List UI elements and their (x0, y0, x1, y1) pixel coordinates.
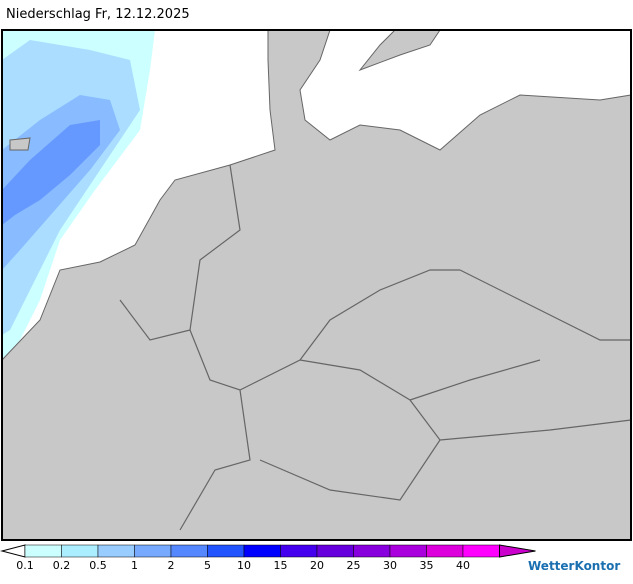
borders (119, 164, 632, 531)
land (1, 29, 632, 541)
legend-swatch (389, 544, 427, 558)
legend-swatch (134, 544, 172, 558)
map (1, 29, 632, 541)
legend-swatch (170, 544, 208, 558)
legend-label: 2 (168, 559, 175, 572)
legend-swatch (243, 544, 281, 558)
legend-label: 20 (310, 559, 324, 572)
legend-label: 10 (237, 559, 251, 572)
legend-swatch (462, 544, 500, 558)
legend-arrow-right (499, 544, 536, 558)
legend-swatch (316, 544, 354, 558)
precip-dark (2, 120, 100, 225)
legend-arrow-left (0, 544, 26, 558)
legend-label: 30 (383, 559, 397, 572)
legend-label: 15 (274, 559, 288, 572)
legend-swatch (353, 544, 391, 558)
legend-swatch (426, 544, 464, 558)
legend-swatch (61, 544, 99, 558)
legend-label: 5 (204, 559, 211, 572)
legend-label: 1 (131, 559, 138, 572)
legend-swatch (207, 544, 245, 558)
legend-swatch (280, 544, 318, 558)
map-frame (1, 29, 632, 541)
legend-label: 0.5 (89, 559, 107, 572)
legend-label: 0.1 (16, 559, 34, 572)
legend-swatch (97, 544, 135, 558)
land-uk (9, 137, 31, 151)
legend: 0.1 0.2 0.5 1 2 5 10 15 20 25 30 35 40 (0, 544, 536, 572)
legend-swatch (24, 544, 62, 558)
legend-label: 40 (456, 559, 470, 572)
legend-label: 0.2 (53, 559, 71, 572)
legend-label: 25 (347, 559, 361, 572)
title: Niederschlag Fr, 12.12.2025 (6, 7, 190, 22)
brand: WetterKontor (528, 559, 620, 573)
legend-label: 35 (420, 559, 434, 572)
